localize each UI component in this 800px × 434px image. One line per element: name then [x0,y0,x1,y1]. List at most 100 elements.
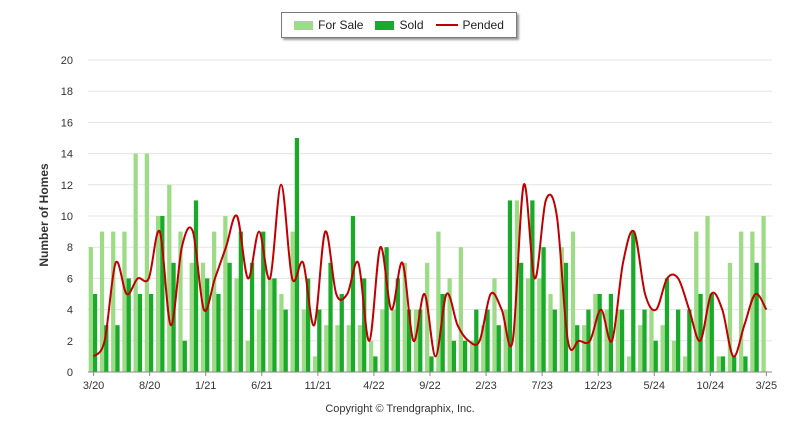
sold-bar [687,309,692,372]
for-sale-bar [582,325,587,372]
for-sale-bar [402,262,407,372]
for-sale-bar [705,216,710,372]
legend-swatch-for-sale [294,20,314,30]
x-tick-label: 11/21 [305,380,332,392]
for-sale-bar [111,231,116,372]
for-sale-bar [694,231,699,372]
sold-bar [507,200,513,372]
for-sale-bar [458,247,463,372]
for-sale-bar [144,153,149,372]
y-tick-label: 0 [67,367,73,379]
sold-bar [216,294,221,372]
for-sale-bar [469,340,475,372]
sold-bar [440,294,445,372]
for-sale-bar [682,356,688,372]
legend-swatch-pended [435,24,458,26]
sold-bar [395,278,400,372]
x-tick-label: 12/23 [584,380,612,392]
sold-bar [530,200,535,372]
for-sale-bars [88,153,766,372]
y-tick-label: 10 [61,211,73,223]
x-tick-label: 1/21 [195,380,216,392]
legend-label-sold: Sold [399,18,424,32]
for-sale-bar [626,356,632,372]
sold-bar [238,231,243,372]
legend-item-sold[interactable]: Sold [375,18,424,32]
sold-bar [552,309,557,372]
for-sale-bar [447,278,452,372]
for-sale-bar [503,309,508,372]
sold-bar [126,278,131,372]
sold-bar [92,294,98,372]
for-sale-bar [155,216,161,372]
for-sale-bar [245,340,250,372]
sold-bar [249,262,255,372]
legend-item-for-sale[interactable]: For Sale [294,18,363,32]
sold-bar [743,356,748,372]
sold-bar [104,325,109,372]
x-tick-label: 7/23 [531,380,552,392]
pended-line [92,183,768,358]
legend-item-pended[interactable]: Pended [435,18,504,32]
sold-bar [406,309,412,372]
for-sale-bar [761,216,766,372]
for-sale-bar [346,325,351,372]
x-tick-label: 4/22 [363,380,384,392]
sold-bar [384,247,389,372]
for-sale-bar [369,340,374,372]
for-sale-bar [481,325,486,372]
x-tick-label: 5/24 [644,380,665,392]
y-tick-label: 6 [67,273,73,285]
for-sale-bar [671,340,677,372]
sold-bar [519,262,524,372]
for-sale-bar [335,325,340,372]
x-tick-label: 3/20 [83,380,104,392]
sold-bar [193,200,199,372]
x-tick-label: 10/24 [697,380,725,392]
for-sale-bar [200,262,206,372]
sold-bar [115,325,120,372]
for-sale-bar [660,325,665,372]
for-sale-bar [167,184,172,372]
sold-bar [350,216,356,372]
for-sale-bar [279,294,284,372]
y-tick-label: 2 [67,336,73,348]
sold-bar [474,309,479,372]
for-sale-bar [716,356,721,372]
copyright-text: Copyright © Trendgraphix, Inc. [325,403,475,415]
sold-bar [720,356,726,372]
y-tick-label: 8 [67,242,73,254]
for-sale-bar [638,325,643,372]
sold-bar [418,309,423,372]
sold-bar [485,309,490,372]
x-tick-label: 2/23 [475,380,496,392]
sold-bar [261,231,266,372]
for-sale-bar [380,309,385,372]
for-sale-bar [537,278,542,372]
for-sale-bar [559,247,564,372]
legend-label-for-sale: For Sale [318,18,364,32]
sold-bar [451,340,457,372]
sold-bar [373,356,378,372]
sold-bar [182,340,187,372]
for-sale-bar [357,325,363,372]
for-sale-bar [223,216,228,372]
x-tick-label: 6/21 [251,380,272,392]
for-sale-bar [425,262,430,372]
sold-bar [597,294,602,372]
sold-bar [148,294,154,372]
sold-bar [362,278,367,372]
sold-bar [205,278,210,372]
for-sale-bar [290,231,295,372]
legend-label-pended: Pended [462,18,504,32]
sold-bar [709,294,714,372]
y-tick-label: 20 [61,55,73,67]
legend-swatch-sold [375,20,395,30]
for-sale-bar [413,309,419,372]
for-sale-bar [492,278,497,372]
sold-bar [754,262,759,372]
y-axis-ticks: 0 2 4 6 8 10 12 14 16 18 20 [61,55,73,379]
sold-bar [137,294,143,372]
y-tick-label: 18 [61,86,73,98]
sold-bar [227,262,232,372]
